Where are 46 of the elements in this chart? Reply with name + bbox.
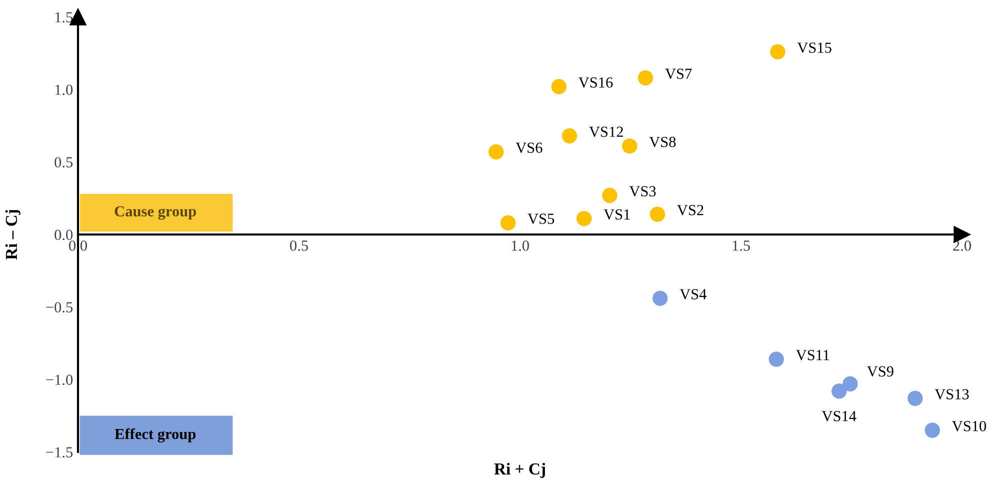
y-tick-label: 0.0 <box>54 230 73 240</box>
data-label: VS2 <box>677 204 704 216</box>
data-label: VS6 <box>516 142 542 153</box>
y-tick-label: −1.5 <box>46 447 73 458</box>
data-label: VS7 <box>665 68 692 80</box>
point <box>602 188 618 203</box>
data-label: VS1 <box>604 209 630 220</box>
x-tick-label: 1.5 <box>732 240 750 251</box>
point <box>908 390 923 406</box>
data-label: VS15 <box>797 42 832 53</box>
point <box>638 70 654 86</box>
y-tick-label: 1.0 <box>55 84 73 96</box>
y-tick-label: 1.5 <box>55 12 73 23</box>
point <box>576 210 592 226</box>
data-label: VS12 <box>589 126 623 138</box>
annotation: Cause group <box>114 206 196 220</box>
point <box>924 422 940 438</box>
y-axis-title: Ri – Cj <box>5 210 20 260</box>
point <box>768 352 784 367</box>
point <box>650 206 666 222</box>
data-label: VS9 <box>867 366 894 377</box>
x-tick-label: 1.0 <box>512 240 529 251</box>
data-label: VS3 <box>629 186 656 196</box>
data-label: VS10 <box>952 420 986 432</box>
data-label: VS14 <box>822 411 856 422</box>
annotation: Effect group <box>114 428 196 442</box>
x-axis-title: Ri + Cj <box>494 462 545 478</box>
data-label: VS16 <box>578 77 613 88</box>
data-label: VS8 <box>649 136 676 148</box>
x-tick-label: 0.5 <box>290 240 308 251</box>
y-tick-label: −0.5 <box>46 302 73 313</box>
data-label: VS5 <box>528 214 554 224</box>
point <box>832 383 847 399</box>
point <box>842 376 858 392</box>
point <box>488 144 504 160</box>
y-tick-label: 0.5 <box>54 157 73 168</box>
point <box>551 78 567 94</box>
point <box>500 215 516 231</box>
data-label: VS4 <box>680 289 706 300</box>
data-label: VS13 <box>934 389 969 400</box>
point <box>770 44 786 60</box>
y-tick-label: −1.0 <box>46 374 73 386</box>
data-label: VS11 <box>796 350 830 360</box>
point <box>622 138 638 154</box>
point <box>562 128 578 144</box>
point <box>652 290 668 306</box>
